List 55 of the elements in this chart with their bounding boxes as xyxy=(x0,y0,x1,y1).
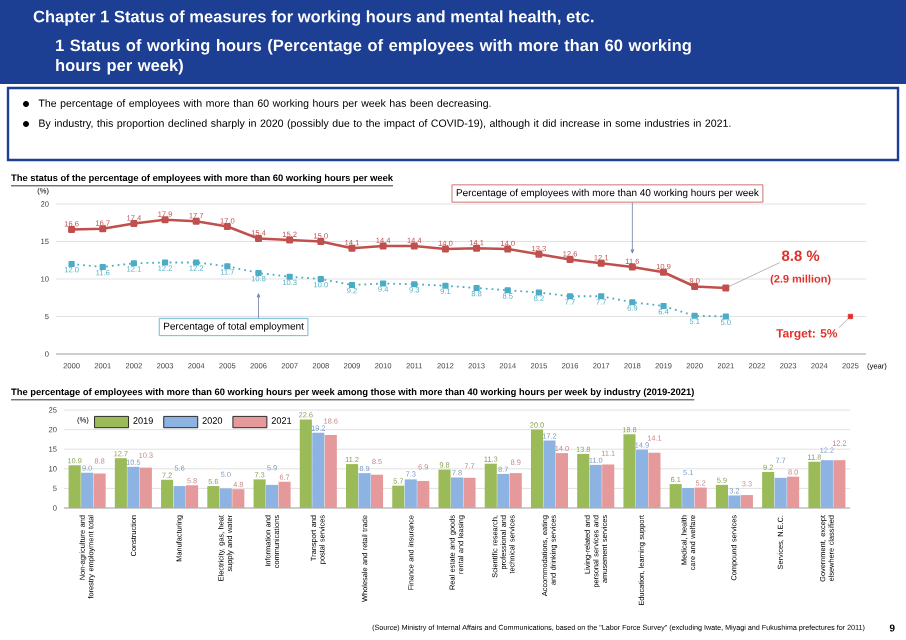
bar xyxy=(740,495,753,508)
bar xyxy=(299,419,312,508)
bar xyxy=(232,489,245,508)
bar xyxy=(324,435,337,508)
bar xyxy=(820,460,833,508)
bar xyxy=(404,479,417,508)
bar xyxy=(68,465,81,508)
bar xyxy=(173,486,186,508)
bar xyxy=(728,495,741,508)
bar xyxy=(450,477,464,508)
bar xyxy=(139,467,152,508)
bar xyxy=(497,473,510,508)
bar xyxy=(669,484,682,508)
point xyxy=(847,313,854,320)
bar xyxy=(555,453,569,508)
bar xyxy=(577,453,590,508)
bar xyxy=(463,477,476,508)
point xyxy=(722,284,730,292)
bar xyxy=(417,480,430,508)
bar xyxy=(219,488,232,508)
bar xyxy=(623,434,636,508)
bar xyxy=(694,487,707,508)
bar xyxy=(266,484,279,508)
bar xyxy=(81,472,94,508)
bar xyxy=(161,479,174,508)
bar xyxy=(530,429,544,508)
bar xyxy=(787,476,800,508)
bar xyxy=(207,486,220,508)
bar xyxy=(602,464,615,508)
bar xyxy=(346,464,359,508)
bar xyxy=(370,474,384,508)
bar xyxy=(774,477,787,508)
bar xyxy=(186,485,199,508)
bar xyxy=(715,484,728,508)
bar xyxy=(833,460,846,508)
bar xyxy=(648,452,661,508)
bar xyxy=(438,469,451,508)
bar xyxy=(253,479,266,508)
bar xyxy=(682,488,695,508)
bar xyxy=(114,458,127,508)
bar xyxy=(392,485,405,508)
bar xyxy=(808,461,821,508)
bar xyxy=(358,473,371,508)
bar xyxy=(93,473,106,508)
bar xyxy=(509,473,522,508)
text: 1 Status of working hours (Percentage of employees with more than 60 working hours per week) xyxy=(56,39,691,75)
bar xyxy=(278,481,291,508)
bar xyxy=(589,464,602,508)
bar xyxy=(635,449,649,508)
text: Chapter 1 Status of measures for working hours and mental health, etc. xyxy=(33,10,594,26)
bar xyxy=(484,463,497,508)
bar xyxy=(543,440,556,508)
bar xyxy=(127,466,140,508)
bar xyxy=(762,471,775,508)
bar xyxy=(312,432,325,508)
